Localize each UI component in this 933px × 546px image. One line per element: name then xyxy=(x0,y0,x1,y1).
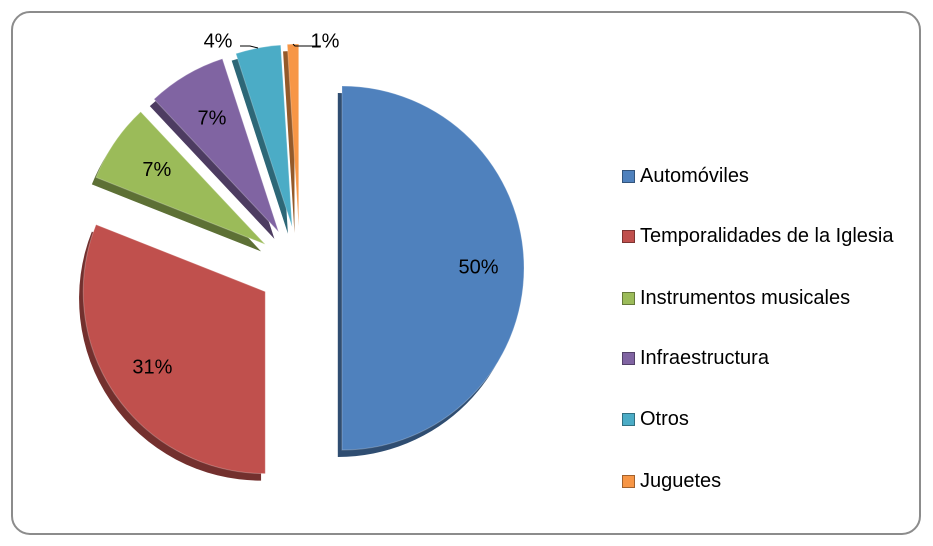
data-label: 1% xyxy=(311,30,340,52)
slice xyxy=(341,85,525,451)
slice xyxy=(235,44,293,227)
legend-label: Otros xyxy=(640,408,689,430)
legend-item: Automóviles xyxy=(620,161,910,191)
data-label: 7% xyxy=(142,159,171,181)
legend-label: Juguetes xyxy=(640,470,722,492)
legend-label: Temporalidades de la Iglesia xyxy=(640,225,894,247)
leader-line xyxy=(292,43,321,47)
legend-item: Infraestructura xyxy=(620,343,910,373)
legend-label: Instrumentos musicales xyxy=(640,287,851,309)
legend-swatch xyxy=(622,292,635,305)
legend-swatch xyxy=(622,230,635,243)
legend-item: Otros xyxy=(620,404,910,434)
legend-item: Juguetes xyxy=(620,466,910,496)
data-label: 7% xyxy=(197,107,226,129)
slice xyxy=(153,58,280,233)
legend-label: Infraestructura xyxy=(640,347,769,369)
leader-line xyxy=(240,45,259,49)
data-label: 4% xyxy=(204,30,233,52)
legend-swatch xyxy=(622,413,635,426)
data-label: 31% xyxy=(132,357,172,379)
data-label: 50% xyxy=(458,256,498,278)
legend-item: Instrumentos musicales xyxy=(620,283,910,313)
slice xyxy=(82,223,266,475)
slice xyxy=(95,111,266,245)
legend-swatch xyxy=(622,170,635,183)
legend-item: Temporalidades de la Iglesia xyxy=(620,221,910,251)
legend-label: Automóviles xyxy=(640,165,749,187)
legend-swatch xyxy=(622,475,635,488)
legend-swatch xyxy=(622,352,635,365)
